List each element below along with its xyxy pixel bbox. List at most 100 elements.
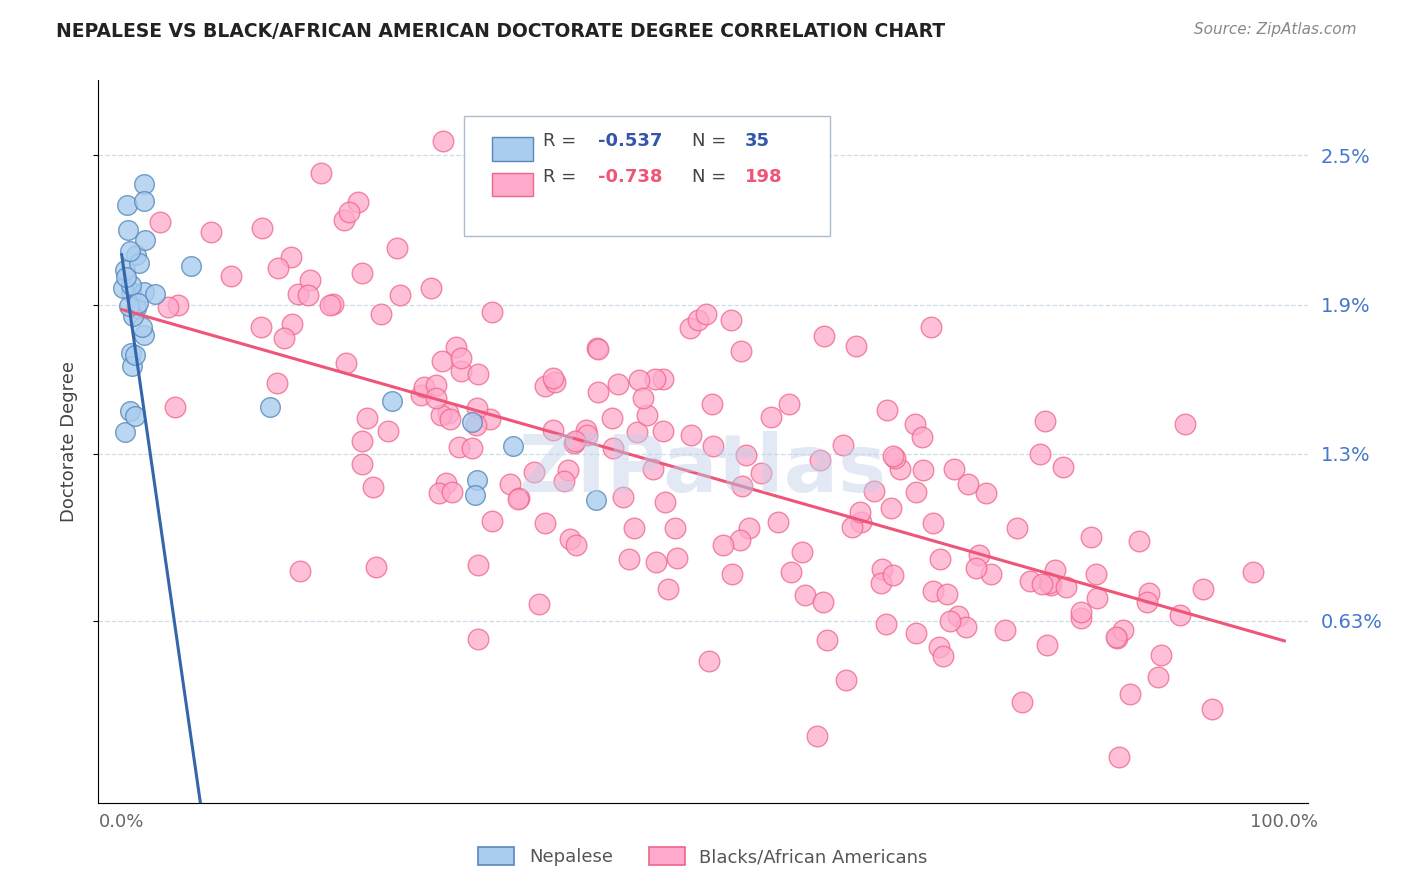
Point: [969, 549, 991, 563]
Text: Source: ZipAtlas.com: Source: ZipAtlas.com: [1194, 22, 1357, 37]
Point: [955, 620, 977, 634]
Point: [1038, 575, 1060, 590]
Point: [905, 484, 928, 499]
Point: [419, 281, 441, 295]
Point: [280, 250, 302, 264]
Point: [875, 616, 897, 631]
Point: [502, 439, 524, 453]
Point: [425, 377, 447, 392]
Point: [766, 515, 789, 529]
Point: [467, 558, 489, 572]
Point: [128, 256, 150, 270]
Point: [481, 305, 503, 319]
Point: [1054, 580, 1077, 594]
Point: [1241, 565, 1264, 579]
Point: [575, 428, 598, 442]
Point: [250, 320, 273, 334]
Text: N =: N =: [692, 168, 731, 186]
Point: [335, 356, 357, 370]
Point: [980, 566, 1002, 581]
Point: [163, 400, 186, 414]
Point: [309, 166, 332, 180]
Point: [508, 491, 530, 506]
Point: [889, 462, 911, 476]
Point: [884, 451, 907, 466]
Point: [558, 532, 581, 546]
Point: [523, 465, 546, 479]
Point: [1070, 610, 1092, 624]
Point: [911, 463, 934, 477]
Point: [872, 562, 894, 576]
Point: [810, 453, 832, 467]
Point: [149, 215, 172, 229]
Y-axis label: Doctorate Degree: Doctorate Degree: [59, 361, 77, 522]
Point: [346, 194, 368, 209]
Point: [425, 392, 447, 406]
Point: [337, 205, 360, 219]
Point: [180, 260, 202, 274]
Point: [437, 406, 460, 420]
Point: [1080, 530, 1102, 544]
Point: [533, 516, 555, 531]
Point: [942, 461, 965, 475]
Point: [920, 319, 942, 334]
Point: [124, 248, 146, 262]
Point: [636, 408, 658, 422]
Point: [666, 551, 689, 566]
Point: [134, 285, 156, 300]
Point: [118, 244, 141, 258]
Point: [352, 267, 374, 281]
Point: [527, 597, 550, 611]
Point: [117, 198, 139, 212]
Point: [562, 435, 585, 450]
Point: [734, 448, 756, 462]
Point: [1043, 563, 1066, 577]
Point: [508, 491, 530, 506]
Point: [585, 341, 607, 355]
Point: [333, 213, 356, 227]
Point: [841, 520, 863, 534]
Point: [479, 411, 502, 425]
Point: [409, 388, 432, 402]
Text: R =: R =: [543, 132, 582, 150]
Point: [122, 309, 145, 323]
Point: [120, 285, 142, 299]
Point: [679, 321, 702, 335]
Point: [628, 373, 651, 387]
Point: [720, 313, 742, 327]
Point: [273, 331, 295, 345]
Point: [1105, 631, 1128, 645]
Point: [813, 595, 835, 609]
Point: [134, 177, 156, 191]
Point: [845, 339, 868, 353]
Point: [862, 484, 884, 499]
Point: [434, 476, 457, 491]
Point: [686, 313, 709, 327]
Point: [600, 410, 623, 425]
Point: [131, 320, 153, 334]
Point: [882, 568, 904, 582]
Point: [1033, 414, 1056, 428]
Point: [654, 495, 676, 509]
Point: [499, 477, 522, 491]
Point: [439, 411, 461, 425]
Point: [444, 340, 467, 354]
Point: [1174, 417, 1197, 432]
Point: [870, 575, 893, 590]
Point: [118, 300, 141, 314]
Point: [1040, 578, 1063, 592]
Point: [1052, 460, 1074, 475]
Point: [381, 394, 404, 409]
Point: [280, 317, 302, 331]
Point: [1005, 521, 1028, 535]
Point: [297, 287, 319, 301]
Point: [544, 376, 567, 390]
Point: [904, 417, 927, 431]
Point: [132, 327, 155, 342]
Point: [1070, 605, 1092, 619]
Point: [1150, 648, 1173, 662]
Text: 35: 35: [745, 132, 770, 150]
Point: [1011, 695, 1033, 709]
Point: [815, 633, 838, 648]
Point: [115, 270, 138, 285]
